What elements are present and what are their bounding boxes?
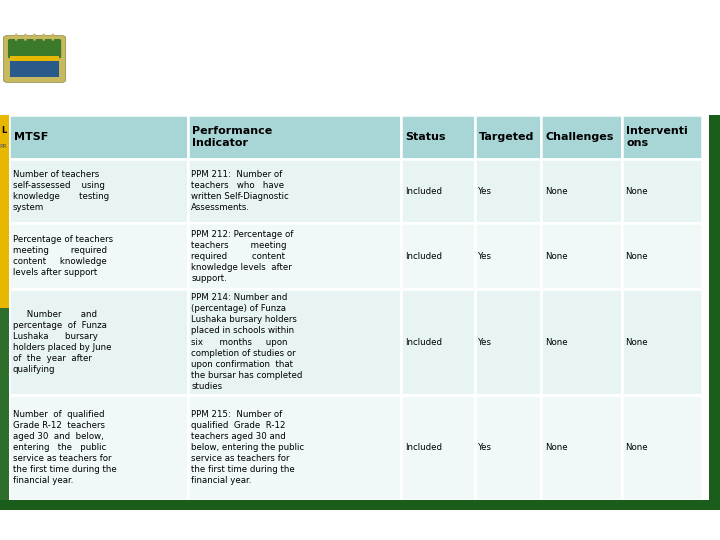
Bar	[622, 289, 702, 395]
Bar	[541, 289, 622, 395]
Text: Challenges: Challenges	[546, 132, 614, 142]
Bar	[0, 115, 9, 307]
Text: Included: Included	[405, 338, 442, 347]
Bar	[622, 223, 702, 289]
Bar	[188, 395, 401, 500]
Bar	[10, 61, 59, 77]
Bar	[9, 115, 188, 159]
Bar	[709, 115, 720, 500]
Text: PR: PR	[0, 144, 7, 150]
Text: None: None	[545, 338, 567, 347]
Bar	[0, 500, 720, 510]
Bar	[622, 115, 702, 159]
Text: Yes: Yes	[478, 187, 492, 195]
Text: None: None	[625, 443, 648, 452]
Bar	[10, 56, 59, 61]
Bar	[0, 307, 9, 500]
Bar	[541, 395, 622, 500]
Text: Percentage of teachers
meeting        required
content     knowledge
levels afte: Percentage of teachers meeting required …	[13, 235, 113, 278]
Bar	[9, 223, 188, 289]
Bar	[474, 289, 541, 395]
Text: Yes: Yes	[478, 252, 492, 261]
Bar	[541, 159, 622, 223]
Text: Targeted: Targeted	[479, 132, 534, 142]
Bar	[188, 223, 401, 289]
Text: PPM 215:  Number of
qualified  Grade  R-12
teachers aged 30 and
below, entering : PPM 215: Number of qualified Grade R-12 …	[192, 409, 305, 485]
Text: Yes: Yes	[478, 443, 492, 452]
FancyArrow shape	[24, 33, 27, 40]
Bar	[541, 223, 622, 289]
Text: PPM 211:  Number of
teachers   who   have
written Self-Diagnostic
Assessments.: PPM 211: Number of teachers who have wri…	[192, 170, 289, 212]
Text: Number of teachers
self-assessed    using
knowledge       testing
system: Number of teachers self-assessed using k…	[13, 170, 109, 212]
Text: PPM 214: Number and
(percentage) of Funza
Lushaka bursary holders
placed in scho: PPM 214: Number and (percentage) of Funz…	[192, 293, 303, 391]
Text: Status: Status	[405, 132, 446, 142]
Text: Included: Included	[405, 187, 442, 195]
FancyArrow shape	[51, 33, 55, 40]
Bar	[0, 0, 720, 115]
Text: None: None	[545, 187, 567, 195]
Bar	[401, 115, 474, 159]
Bar	[474, 159, 541, 223]
Bar	[622, 159, 702, 223]
Bar	[9, 159, 188, 223]
FancyBboxPatch shape	[4, 36, 66, 82]
Bar	[9, 395, 188, 500]
Text: None: None	[625, 252, 648, 261]
Text: Number       and
percentage  of  Funza
Lushaka      bursary
holders placed by Ju: Number and percentage of Funza Lushaka b…	[13, 310, 112, 374]
Bar	[401, 223, 474, 289]
FancyBboxPatch shape	[8, 39, 61, 58]
Text: PPM 212: Percentage of
teachers        meeting
required         content
knowledg: PPM 212: Percentage of teachers meeting …	[192, 230, 294, 283]
Text: Included: Included	[405, 443, 442, 452]
FancyArrow shape	[14, 33, 18, 40]
Bar	[401, 289, 474, 395]
Bar	[188, 159, 401, 223]
Text: None: None	[625, 338, 648, 347]
Bar	[9, 289, 188, 395]
Bar	[401, 159, 474, 223]
Bar	[188, 289, 401, 395]
Text: MTSF: MTSF	[14, 132, 48, 142]
Bar	[401, 395, 474, 500]
Text: Yes: Yes	[478, 338, 492, 347]
Text: None: None	[545, 443, 567, 452]
Bar	[622, 395, 702, 500]
FancyArrow shape	[42, 33, 45, 40]
Bar	[474, 223, 541, 289]
Bar	[188, 115, 401, 159]
Bar	[541, 115, 622, 159]
Bar	[474, 395, 541, 500]
Text: None: None	[545, 252, 567, 261]
Text: L: L	[1, 126, 6, 135]
Text: Performance
Indicator: Performance Indicator	[192, 126, 272, 148]
FancyArrow shape	[32, 33, 37, 40]
Text: Included: Included	[405, 252, 442, 261]
Bar	[474, 115, 541, 159]
Text: Interventi
ons: Interventi ons	[626, 126, 688, 148]
Text: Number  of  qualified
Grade R-12  teachers
aged 30  and  below,
entering   the  : Number of qualified Grade R-12 teachers …	[13, 409, 117, 485]
Text: None: None	[625, 187, 648, 195]
